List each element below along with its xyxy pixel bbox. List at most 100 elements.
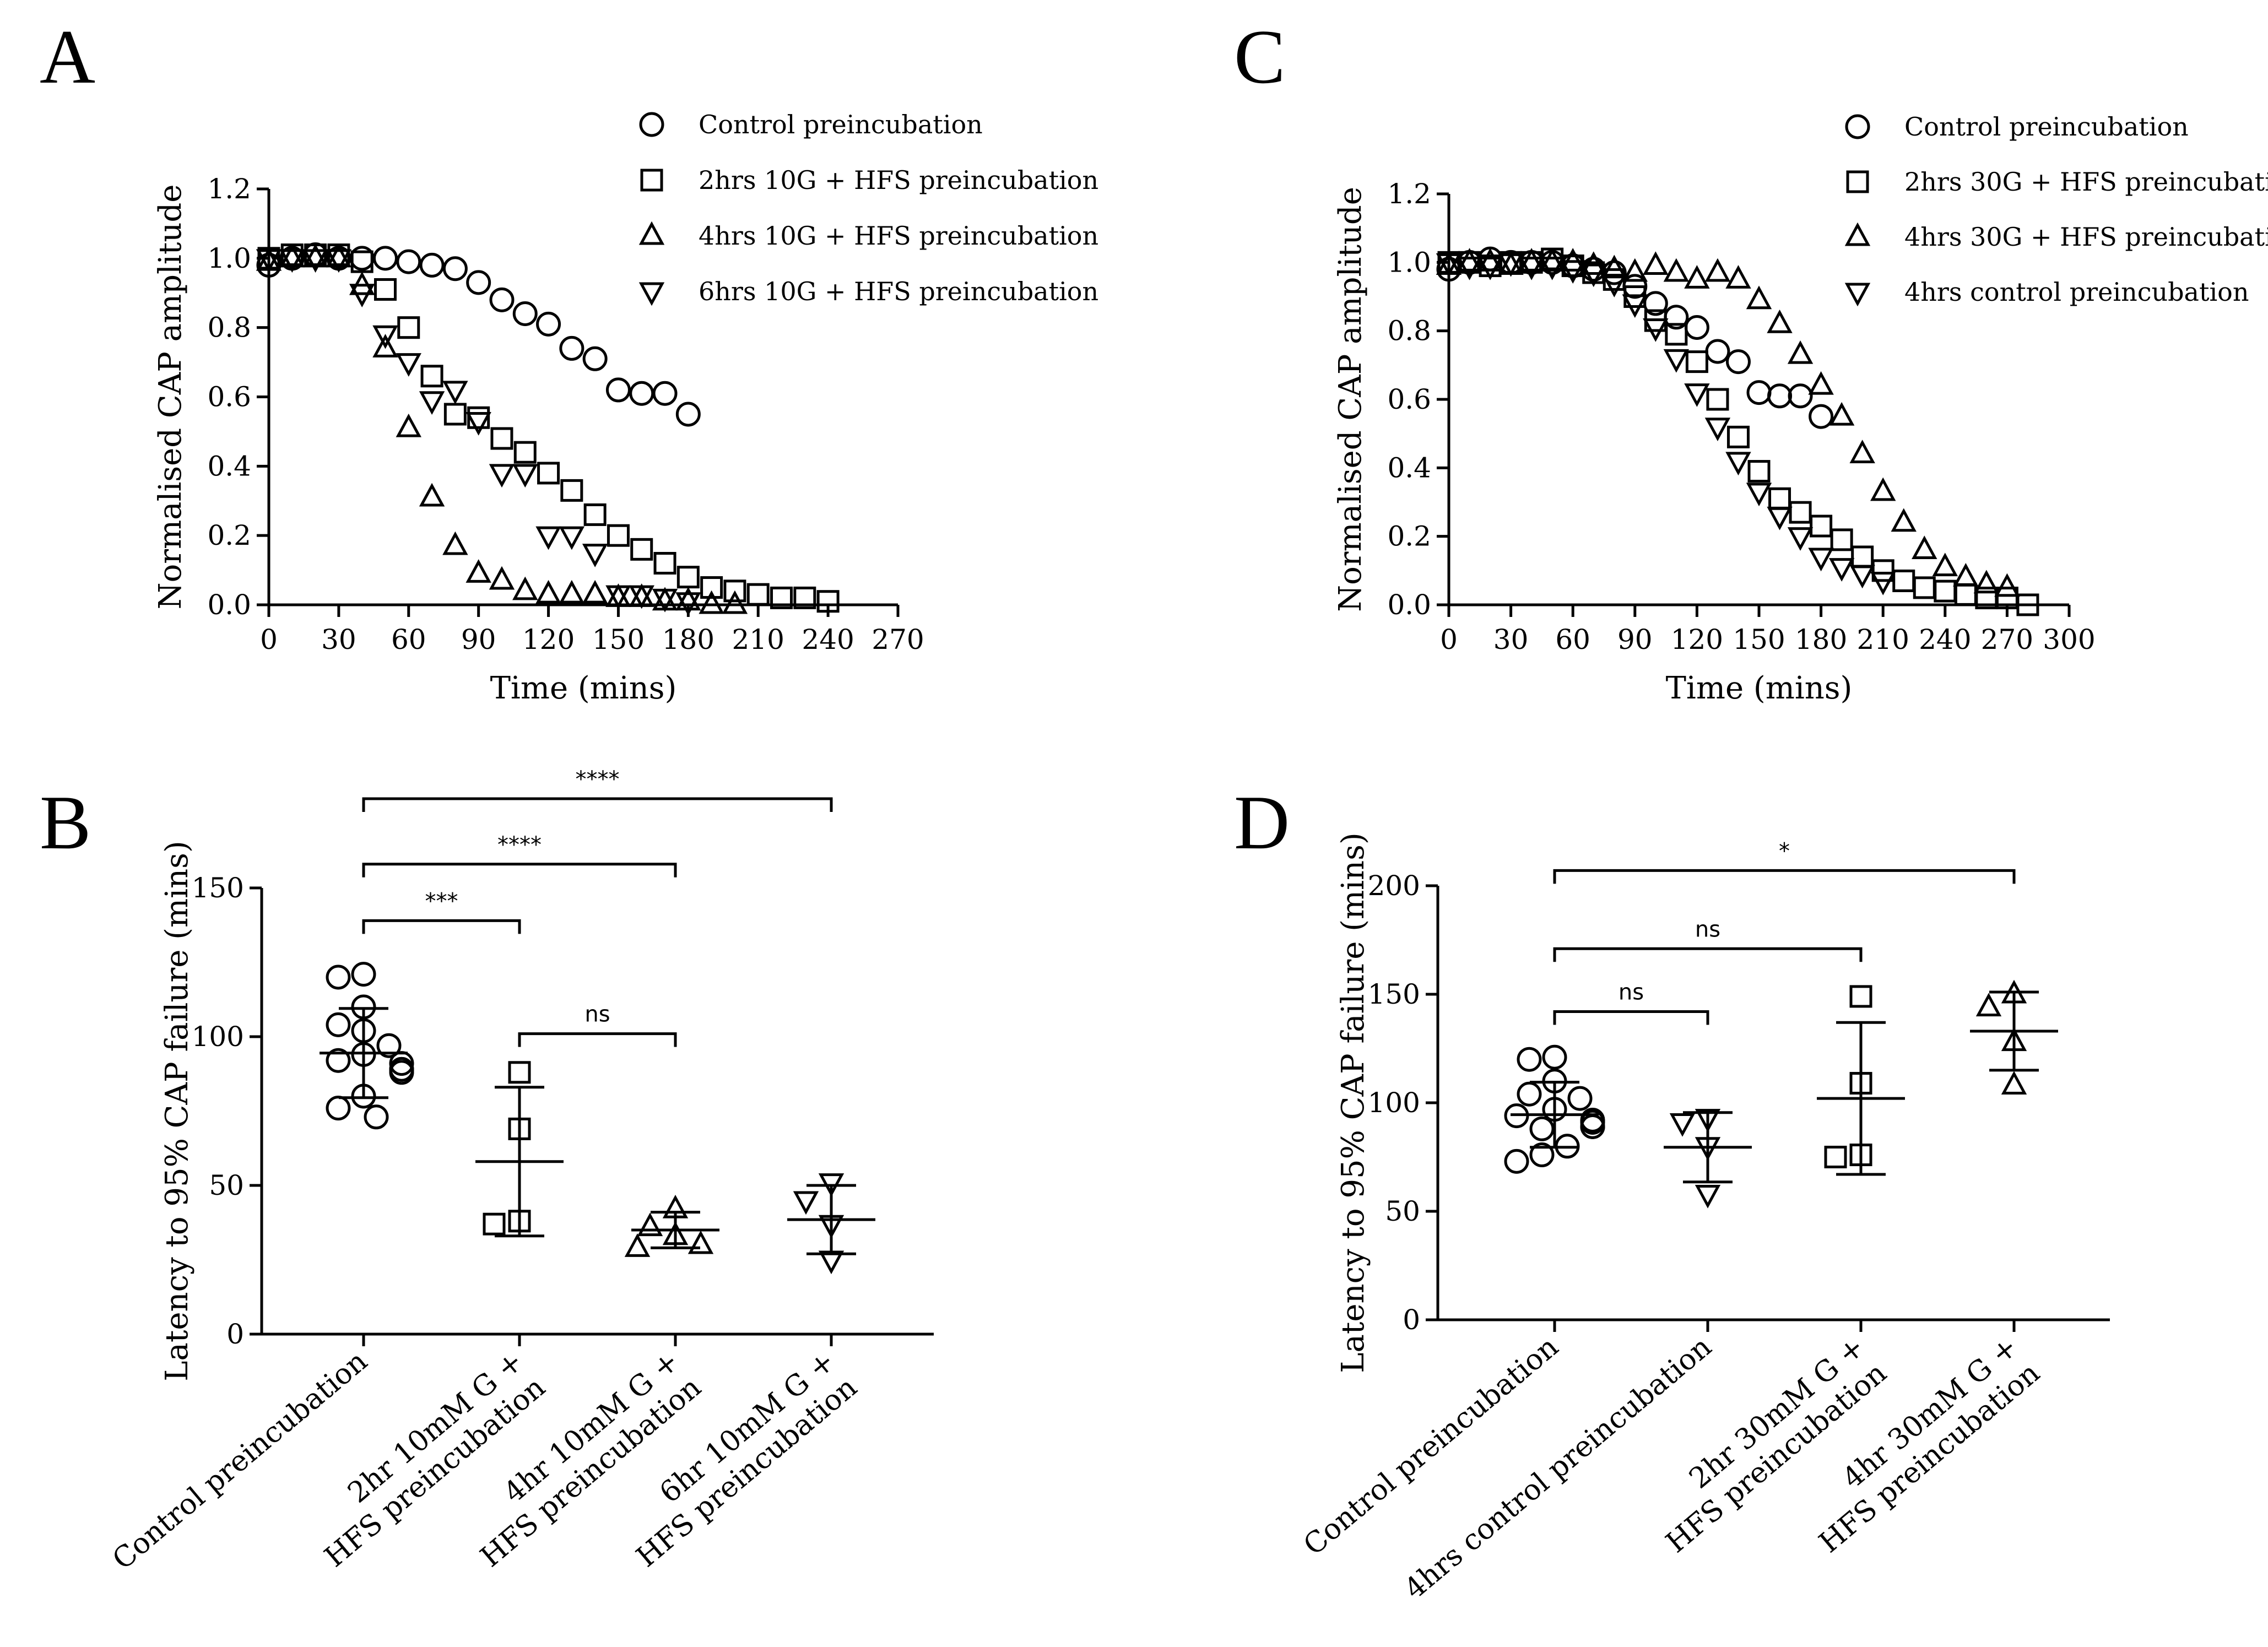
legend-marker	[1846, 170, 1869, 193]
data-point	[1746, 483, 1772, 507]
panel-letter-d: D	[1234, 780, 1290, 865]
data-point	[372, 334, 398, 357]
data-point	[326, 1048, 351, 1073]
y-tick-label: 150	[192, 872, 244, 904]
y-tick-label: 0	[226, 1318, 244, 1350]
data-point	[1695, 1184, 1721, 1209]
data-point	[374, 278, 397, 301]
significance-bracket	[1553, 947, 1863, 962]
data-point	[349, 284, 375, 307]
data-point	[1580, 263, 1606, 288]
x-tick-label: 180	[1795, 624, 1847, 655]
data-point	[302, 249, 328, 273]
data-point	[607, 524, 630, 547]
significance-bracket	[362, 919, 521, 934]
data-point	[466, 270, 491, 295]
y-tick-label: 0.2	[207, 519, 251, 551]
x-tick-label: 180	[662, 624, 714, 655]
data-point	[675, 402, 701, 427]
data-point	[675, 587, 701, 611]
data-point	[1643, 251, 1669, 275]
legend-marker	[1844, 283, 1871, 307]
data-point	[420, 365, 443, 388]
data-point	[746, 583, 770, 606]
x-tick-label: 150	[592, 624, 645, 655]
significance-label: ns	[1695, 917, 1720, 942]
data-point	[688, 1230, 714, 1254]
x-tick-label: 150	[1733, 624, 1785, 655]
data-point	[467, 406, 490, 429]
data-point	[1685, 350, 1708, 373]
y-axis-title: Latency to 95% CAP failure (mins)	[1335, 832, 1371, 1373]
data-point	[465, 559, 491, 583]
data-point	[1539, 248, 1565, 272]
data-point	[1746, 285, 1772, 310]
data-point	[583, 503, 607, 526]
legend-label: 4hrs 30G + HFS preincubation	[1904, 222, 2268, 252]
chart-c-time-course: 0 30 60 90 120 150 180 210 240 270 300 0.0 0.2 0.4 0.6…	[1333, 112, 2268, 706]
data-point	[1808, 371, 1834, 395]
data-point	[1663, 258, 1690, 282]
legend-marker	[1845, 114, 1870, 139]
data-point	[1725, 265, 1751, 289]
y-tick-label: 0.0	[1387, 589, 1431, 621]
chart-a-time-course: 0 30 60 90 120 150 180 210 240 270 0.0 0.2 0.4 0.6 0.8…	[153, 110, 1098, 706]
significance-label: ****	[576, 767, 620, 792]
x-tick-label: 120	[522, 624, 575, 655]
x-tick-label: 210	[732, 624, 784, 655]
data-point	[1643, 318, 1669, 342]
legend-marker	[1844, 222, 1871, 246]
data-point	[582, 579, 608, 604]
significance-bracket	[518, 1032, 677, 1047]
data-point	[1706, 388, 1729, 411]
y-tick-label: 100	[192, 1021, 244, 1053]
data-point	[1767, 383, 1793, 409]
data-point	[653, 552, 676, 575]
data-point	[1787, 340, 1814, 364]
data-point	[512, 464, 538, 488]
data-point	[700, 576, 723, 599]
y-tick-label: 1.0	[1387, 246, 1431, 278]
data-point	[1529, 1142, 1555, 1168]
x-tick-label: 270	[1981, 624, 2033, 655]
legend-label: Control preincubation	[699, 110, 983, 139]
data-point	[2016, 593, 2039, 616]
x-tick-label: 210	[1856, 624, 1909, 655]
data-point	[419, 483, 445, 507]
data-point	[1665, 323, 1688, 346]
data-point	[1704, 418, 1731, 441]
data-point	[1529, 1116, 1555, 1141]
data-point	[1788, 383, 1813, 409]
significance-bracket	[1553, 1010, 1709, 1025]
data-point	[560, 479, 583, 502]
x-tick-label: 0	[1440, 624, 1458, 655]
data-point	[419, 391, 445, 415]
significance-label: ns	[584, 1002, 610, 1027]
y-tick-label: 0	[1403, 1304, 1420, 1336]
data-point	[676, 566, 700, 589]
significance-bracket	[362, 863, 677, 877]
data-point	[559, 335, 584, 361]
significance-bracket	[362, 797, 833, 812]
y-tick-label: 150	[1368, 978, 1420, 1010]
data-point	[1870, 571, 1896, 595]
data-point	[1601, 274, 1627, 297]
data-point	[1457, 248, 1482, 272]
data-point	[1542, 1044, 1567, 1070]
data-point	[1747, 460, 1771, 483]
data-point	[1768, 487, 1791, 510]
data-point	[1808, 548, 1834, 572]
data-point	[1953, 563, 1979, 587]
data-point	[723, 579, 746, 603]
data-point	[483, 1212, 506, 1236]
legend-marker	[639, 112, 664, 137]
y-tick-label: 0.4	[207, 450, 251, 482]
data-point	[1539, 257, 1565, 280]
data-point	[489, 566, 515, 590]
data-point	[326, 249, 352, 273]
data-point	[605, 585, 631, 609]
data-point	[442, 256, 468, 281]
x-tick-label: 240	[1919, 624, 1971, 655]
data-point	[1498, 253, 1524, 277]
data-point	[351, 962, 376, 987]
